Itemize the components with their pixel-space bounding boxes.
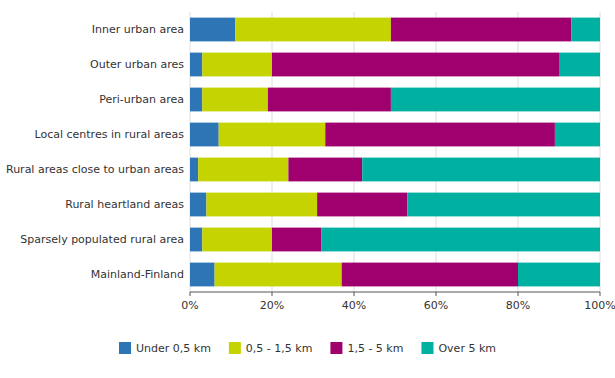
- chart-container: 0% 20% 40% 60% 80% 100% Inner urban area Outer …: [0, 0, 615, 378]
- legend-swatch: [229, 342, 241, 354]
- tick-label: 0%: [181, 299, 198, 312]
- bar: [272, 53, 559, 77]
- category-label: Rural heartland areas: [65, 198, 184, 211]
- tick-label: 80%: [506, 299, 530, 312]
- bar: [559, 53, 600, 77]
- y-axis: Inner urban area Outer urban ares Peri-urb…: [6, 23, 184, 281]
- bar: [190, 263, 215, 287]
- category-label: Mainland-Finland: [91, 268, 184, 281]
- bar: [190, 123, 219, 147]
- bar: [190, 228, 202, 252]
- bar: [235, 18, 391, 42]
- bar: [219, 123, 326, 147]
- bar: [206, 193, 317, 217]
- legend-swatch: [119, 342, 131, 354]
- bar: [202, 53, 272, 77]
- category-label: Sparsely populated rural area: [20, 233, 184, 246]
- bar: [317, 193, 407, 217]
- bar: [407, 193, 600, 217]
- bar: [391, 18, 571, 42]
- category-label: Local centres in rural areas: [35, 128, 185, 141]
- bar: [202, 228, 272, 252]
- bar: [342, 263, 518, 287]
- legend-label: Under 0,5 km: [136, 342, 211, 355]
- tick-mark: [518, 292, 519, 296]
- tick-label: 60%: [424, 299, 448, 312]
- bar: [555, 123, 600, 147]
- bars: [190, 18, 600, 287]
- legend: Under 0,5 km 0,5 - 1,5 km 1,5 - 5 km Over 5…: [119, 342, 496, 355]
- category-label: Rural areas close to urban areas: [6, 163, 184, 176]
- tick-label: 20%: [260, 299, 284, 312]
- tick-mark: [272, 292, 273, 296]
- bar: [362, 158, 600, 182]
- bar: [268, 88, 391, 112]
- x-axis: 0% 20% 40% 60% 80% 100%: [181, 292, 615, 312]
- bar: [202, 88, 268, 112]
- legend-label: 1,5 - 5 km: [347, 342, 403, 355]
- legend-label: Over 5 km: [438, 342, 496, 355]
- bar: [215, 263, 342, 287]
- category-label: Peri-urban area: [99, 93, 184, 106]
- bar: [391, 88, 600, 112]
- bar: [190, 88, 202, 112]
- bar: [288, 158, 362, 182]
- bar: [321, 228, 600, 252]
- bar: [325, 123, 555, 147]
- legend-label: 0,5 - 1,5 km: [246, 342, 313, 355]
- category-label: Outer urban ares: [90, 58, 184, 71]
- grid: [190, 12, 600, 292]
- axis-line: [190, 292, 600, 293]
- category-label: Inner urban area: [92, 23, 184, 36]
- bar: [190, 18, 235, 42]
- tick-label: 100%: [584, 299, 615, 312]
- bar: [272, 228, 321, 252]
- bar: [571, 18, 600, 42]
- bar: [198, 158, 288, 182]
- bar: [518, 263, 600, 287]
- tick-mark: [190, 292, 191, 296]
- tick-label: 40%: [342, 299, 366, 312]
- tick-mark: [436, 292, 437, 296]
- tick-mark: [354, 292, 355, 296]
- bar: [190, 193, 206, 217]
- legend-swatch: [421, 342, 433, 354]
- chart: 0% 20% 40% 60% 80% 100% Inner urban area Outer …: [0, 0, 615, 378]
- legend-swatch: [330, 342, 342, 354]
- tick-mark: [600, 292, 601, 296]
- bar: [190, 53, 202, 77]
- bar: [190, 158, 198, 182]
